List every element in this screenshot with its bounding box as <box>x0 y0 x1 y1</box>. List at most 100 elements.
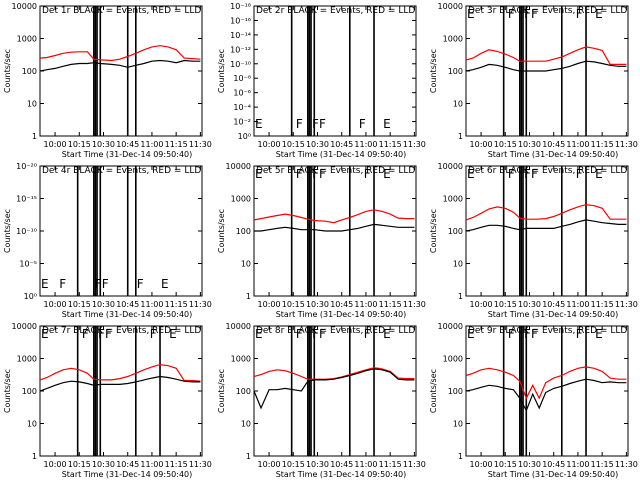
y-tick-label: 10⁻⁸ <box>233 74 251 83</box>
x-tick-label: 11:15 <box>591 300 614 309</box>
plot-frame <box>465 325 629 457</box>
x-axis-title: Start Time (31-Dec-14 09:50:40) <box>62 310 193 319</box>
panel-title: Det 7r BLACK = Events, RED = LLD <box>42 326 201 336</box>
y-tick-label: 1000 <box>443 355 463 364</box>
x-tick-label: 11:15 <box>591 460 614 469</box>
y-tick-label: 10 <box>453 260 463 269</box>
y-tick-label: 10⁻² <box>233 118 251 127</box>
flag-label: E <box>169 327 177 341</box>
panel-title: Det 6r BLACK = Events, RED = LLD <box>468 166 627 176</box>
x-tick-label: 11:30 <box>403 300 426 309</box>
panel-title: Det 4r BLACK = Events, RED = LLD <box>42 166 201 176</box>
y-tick-label: 1000 <box>443 195 463 204</box>
y-tick-label: 10⁻⁶ <box>233 89 251 98</box>
x-tick-label: 11:30 <box>403 140 426 149</box>
x-tick-label: 11:00 <box>354 300 377 309</box>
x-tick-label: 10:30 <box>306 300 329 309</box>
x-tick-label: 10:45 <box>542 460 565 469</box>
flag-label: F <box>508 167 515 181</box>
events-line <box>253 368 415 410</box>
x-tick-label: 10:00 <box>258 460 281 469</box>
y-tick-label: 10⁻¹⁴ <box>230 31 251 40</box>
flag-label: F <box>508 7 515 21</box>
events-line <box>254 223 415 232</box>
x-tick-label: 10:45 <box>330 460 353 469</box>
y-axis-title: Counts/sec <box>217 369 226 413</box>
x-tick-label: 11:00 <box>354 460 377 469</box>
x-axis-title: Start Time (31-Dec-14 09:50:40) <box>276 310 407 319</box>
y-axis-title: Counts/sec <box>3 49 12 93</box>
x-tick-label: 11:00 <box>566 300 589 309</box>
x-tick-label: 10:15 <box>282 460 305 469</box>
flag-label: E <box>383 167 391 181</box>
events-line <box>465 219 627 232</box>
x-tick-label: 10:15 <box>68 460 91 469</box>
flag-label: F <box>576 7 583 21</box>
y-tick-label: 100 <box>448 67 463 76</box>
x-axis-title: Start Time (31-Dec-14 09:50:40) <box>488 470 619 479</box>
flag-label: FF <box>98 327 112 341</box>
flag-label: F <box>576 327 583 341</box>
y-axis-title: Counts/sec <box>217 209 226 253</box>
x-axis-title: Start Time (31-Dec-14 09:50:40) <box>62 150 193 159</box>
flag-label: F <box>359 117 366 131</box>
y-tick-label: 1 <box>458 452 463 461</box>
y-tick-label: 100 <box>448 227 463 236</box>
y-tick-label: 10000 <box>438 162 463 171</box>
x-tick-label: 10:00 <box>470 460 493 469</box>
y-tick-label: 1 <box>458 292 463 301</box>
flag-label: FF <box>95 277 109 291</box>
y-tick-label: 100 <box>22 67 37 76</box>
x-tick-label: 11:15 <box>591 140 614 149</box>
x-tick-label: 11:30 <box>189 460 212 469</box>
flag-label: FF <box>524 327 538 341</box>
y-axis-title: Counts/sec <box>3 369 12 413</box>
y-tick-label: 10 <box>453 420 463 429</box>
x-tick-label: 10:45 <box>542 300 565 309</box>
flag-label: F <box>364 167 371 181</box>
x-tick-label: 11:15 <box>379 460 402 469</box>
flag-label: E <box>161 277 169 291</box>
flag-label: E <box>595 167 603 181</box>
panel-title: Det 3r BLACK = Events, RED = LLD <box>468 6 627 16</box>
events-line <box>465 378 627 413</box>
x-tick-label: 11:00 <box>566 140 589 149</box>
flag-label: FF <box>312 167 326 181</box>
x-tick-label: 11:30 <box>615 140 638 149</box>
y-tick-label: 10000 <box>12 322 37 331</box>
x-tick-label: 11:00 <box>354 140 377 149</box>
y-tick-label: 10000 <box>12 2 37 11</box>
y-tick-label: 10000 <box>226 322 251 331</box>
y-tick-label: 100 <box>448 387 463 396</box>
flag-label: E <box>595 7 603 21</box>
y-tick-label: 10⁻¹² <box>230 45 251 54</box>
flag-label: E <box>41 277 49 291</box>
panel-title: Det 2r BLACK = Events, RED = LLD <box>256 6 415 16</box>
flag-label: F <box>364 327 371 341</box>
y-tick-label: 10000 <box>438 322 463 331</box>
lld-line <box>465 46 627 66</box>
x-tick-label: 10:45 <box>330 140 353 149</box>
y-axis-title: Counts/sec <box>429 369 438 413</box>
x-tick-label: 10:00 <box>44 300 67 309</box>
panel-title: Det 5r BLACK = Events, RED = LLD <box>256 166 415 176</box>
flag-label: E <box>467 327 475 341</box>
flag-label: F <box>137 277 144 291</box>
x-tick-label: 11:15 <box>379 140 402 149</box>
flag-label: E <box>383 117 391 131</box>
y-tick-label: 1000 <box>231 195 251 204</box>
x-tick-label: 11:00 <box>140 460 163 469</box>
x-tick-label: 10:30 <box>92 460 115 469</box>
x-tick-label: 11:15 <box>165 460 188 469</box>
y-tick-label: 1 <box>246 452 251 461</box>
lld-line <box>253 367 415 380</box>
lld-line <box>39 363 201 382</box>
lld-line <box>253 209 415 224</box>
flag-label: E <box>383 327 391 341</box>
y-tick-label: 10⁻⁴ <box>233 103 251 112</box>
